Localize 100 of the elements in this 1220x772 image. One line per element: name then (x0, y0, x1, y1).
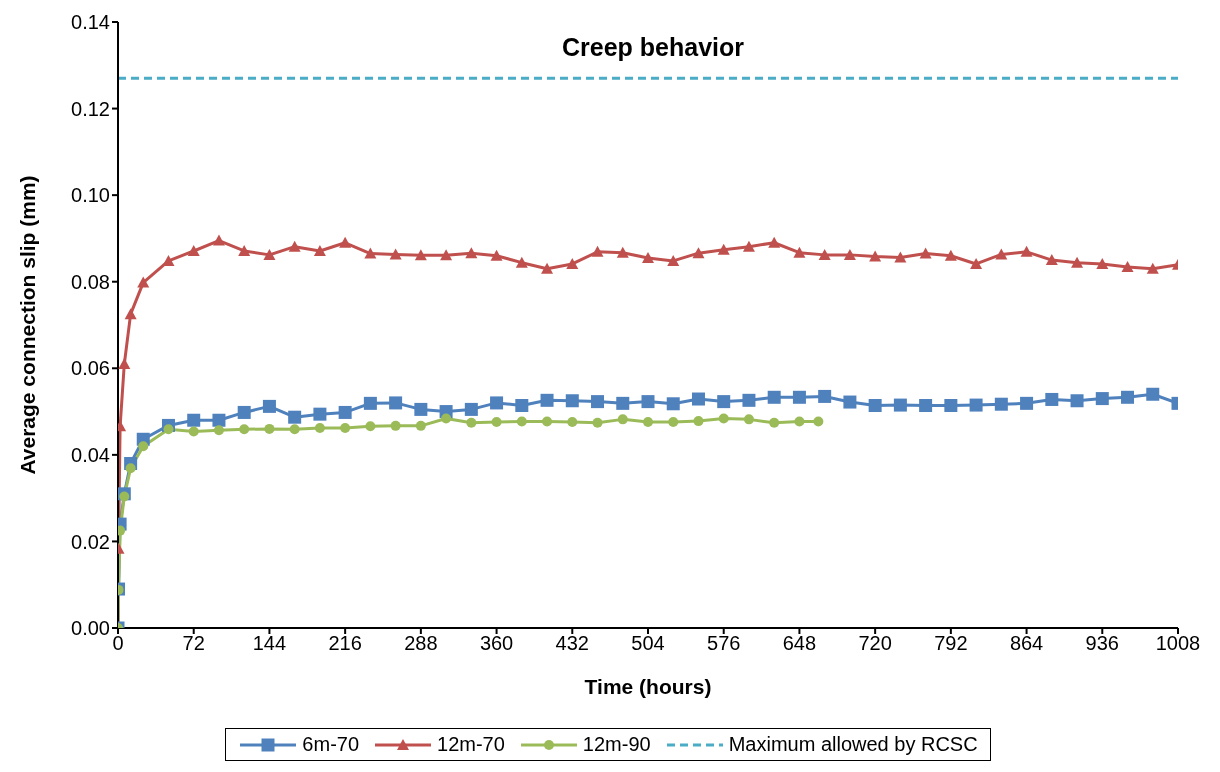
x-tick-label: 144 (252, 632, 287, 655)
point (818, 389, 832, 403)
point (692, 247, 705, 259)
point (237, 405, 251, 419)
point (440, 249, 453, 261)
point (389, 396, 403, 410)
point (868, 399, 882, 413)
y-tick-label: 0.02 (71, 530, 110, 553)
point (540, 393, 554, 407)
point (717, 243, 730, 255)
y-tick-label: 0.04 (71, 443, 110, 466)
point (490, 249, 503, 261)
point (389, 248, 402, 260)
point (541, 262, 554, 274)
y-tick-label: 0.10 (71, 184, 110, 207)
point (490, 396, 504, 410)
y-tick-label: 0.00 (71, 617, 110, 640)
point (818, 248, 831, 260)
point (616, 396, 630, 410)
point (415, 420, 426, 431)
point (666, 397, 680, 411)
point (768, 236, 781, 248)
text: Creep behavior (561, 33, 745, 61)
point (314, 423, 325, 434)
point (124, 308, 137, 320)
point (869, 250, 882, 262)
point (767, 390, 781, 404)
point (641, 395, 655, 409)
point (668, 416, 679, 427)
point (187, 413, 201, 427)
x-tick-label: 792 (934, 632, 968, 655)
point (464, 402, 478, 416)
x-tick-label: 936 (1085, 632, 1119, 655)
point (995, 248, 1008, 260)
point (264, 423, 275, 434)
point (742, 393, 756, 407)
x-tick-label: 1008 (1155, 632, 1201, 655)
y-tick-label: 0.12 (71, 97, 110, 120)
point (340, 423, 351, 434)
point (364, 247, 377, 259)
point (339, 236, 352, 248)
point (944, 249, 957, 261)
point (643, 416, 653, 427)
x-axis-title: Time (hours) (584, 675, 712, 698)
y-tick-label: 0.06 (71, 357, 110, 380)
point (288, 410, 302, 424)
point (919, 399, 933, 413)
point (1045, 254, 1058, 266)
point (137, 276, 150, 288)
point (515, 399, 529, 413)
point (138, 441, 149, 452)
point (1045, 392, 1059, 406)
point (516, 416, 527, 427)
point (365, 421, 376, 432)
point (843, 248, 856, 260)
x-tick-label: 504 (631, 632, 665, 655)
legend-label: 12m-90 (582, 733, 651, 756)
point (565, 394, 579, 408)
point (894, 251, 907, 263)
point (969, 398, 983, 412)
point (125, 463, 136, 474)
point (693, 416, 704, 427)
point (414, 402, 428, 416)
point (263, 248, 276, 260)
point (1146, 262, 1159, 274)
point (944, 399, 958, 413)
point (466, 417, 477, 428)
point (390, 420, 401, 431)
legend-label: Maximum allowed by RCSC (728, 733, 978, 756)
point (616, 246, 629, 258)
point (667, 254, 680, 266)
point (1070, 394, 1084, 408)
point (119, 491, 130, 502)
legend-label: 6m-70 (302, 733, 360, 756)
point (970, 257, 983, 269)
point (591, 395, 605, 409)
point (742, 240, 755, 252)
point (515, 256, 528, 268)
x-tick-label: 864 (1009, 632, 1044, 655)
point (187, 244, 200, 256)
point (893, 398, 907, 412)
point (566, 257, 579, 269)
point (1121, 390, 1135, 404)
point (313, 407, 327, 421)
y-tick-label: 0.08 (71, 270, 110, 293)
point (717, 395, 731, 409)
point (1146, 387, 1160, 401)
point (793, 246, 806, 258)
point (718, 413, 729, 424)
point (212, 234, 225, 246)
x-tick-label: 720 (858, 632, 892, 655)
point (363, 396, 377, 410)
point (591, 245, 604, 257)
x-tick-label: 648 (782, 632, 817, 655)
x-tick-label: 0 (112, 632, 124, 655)
x-tick-label: 72 (182, 632, 205, 655)
point (617, 414, 628, 425)
point (919, 247, 932, 259)
point (491, 416, 502, 427)
point (239, 424, 250, 435)
